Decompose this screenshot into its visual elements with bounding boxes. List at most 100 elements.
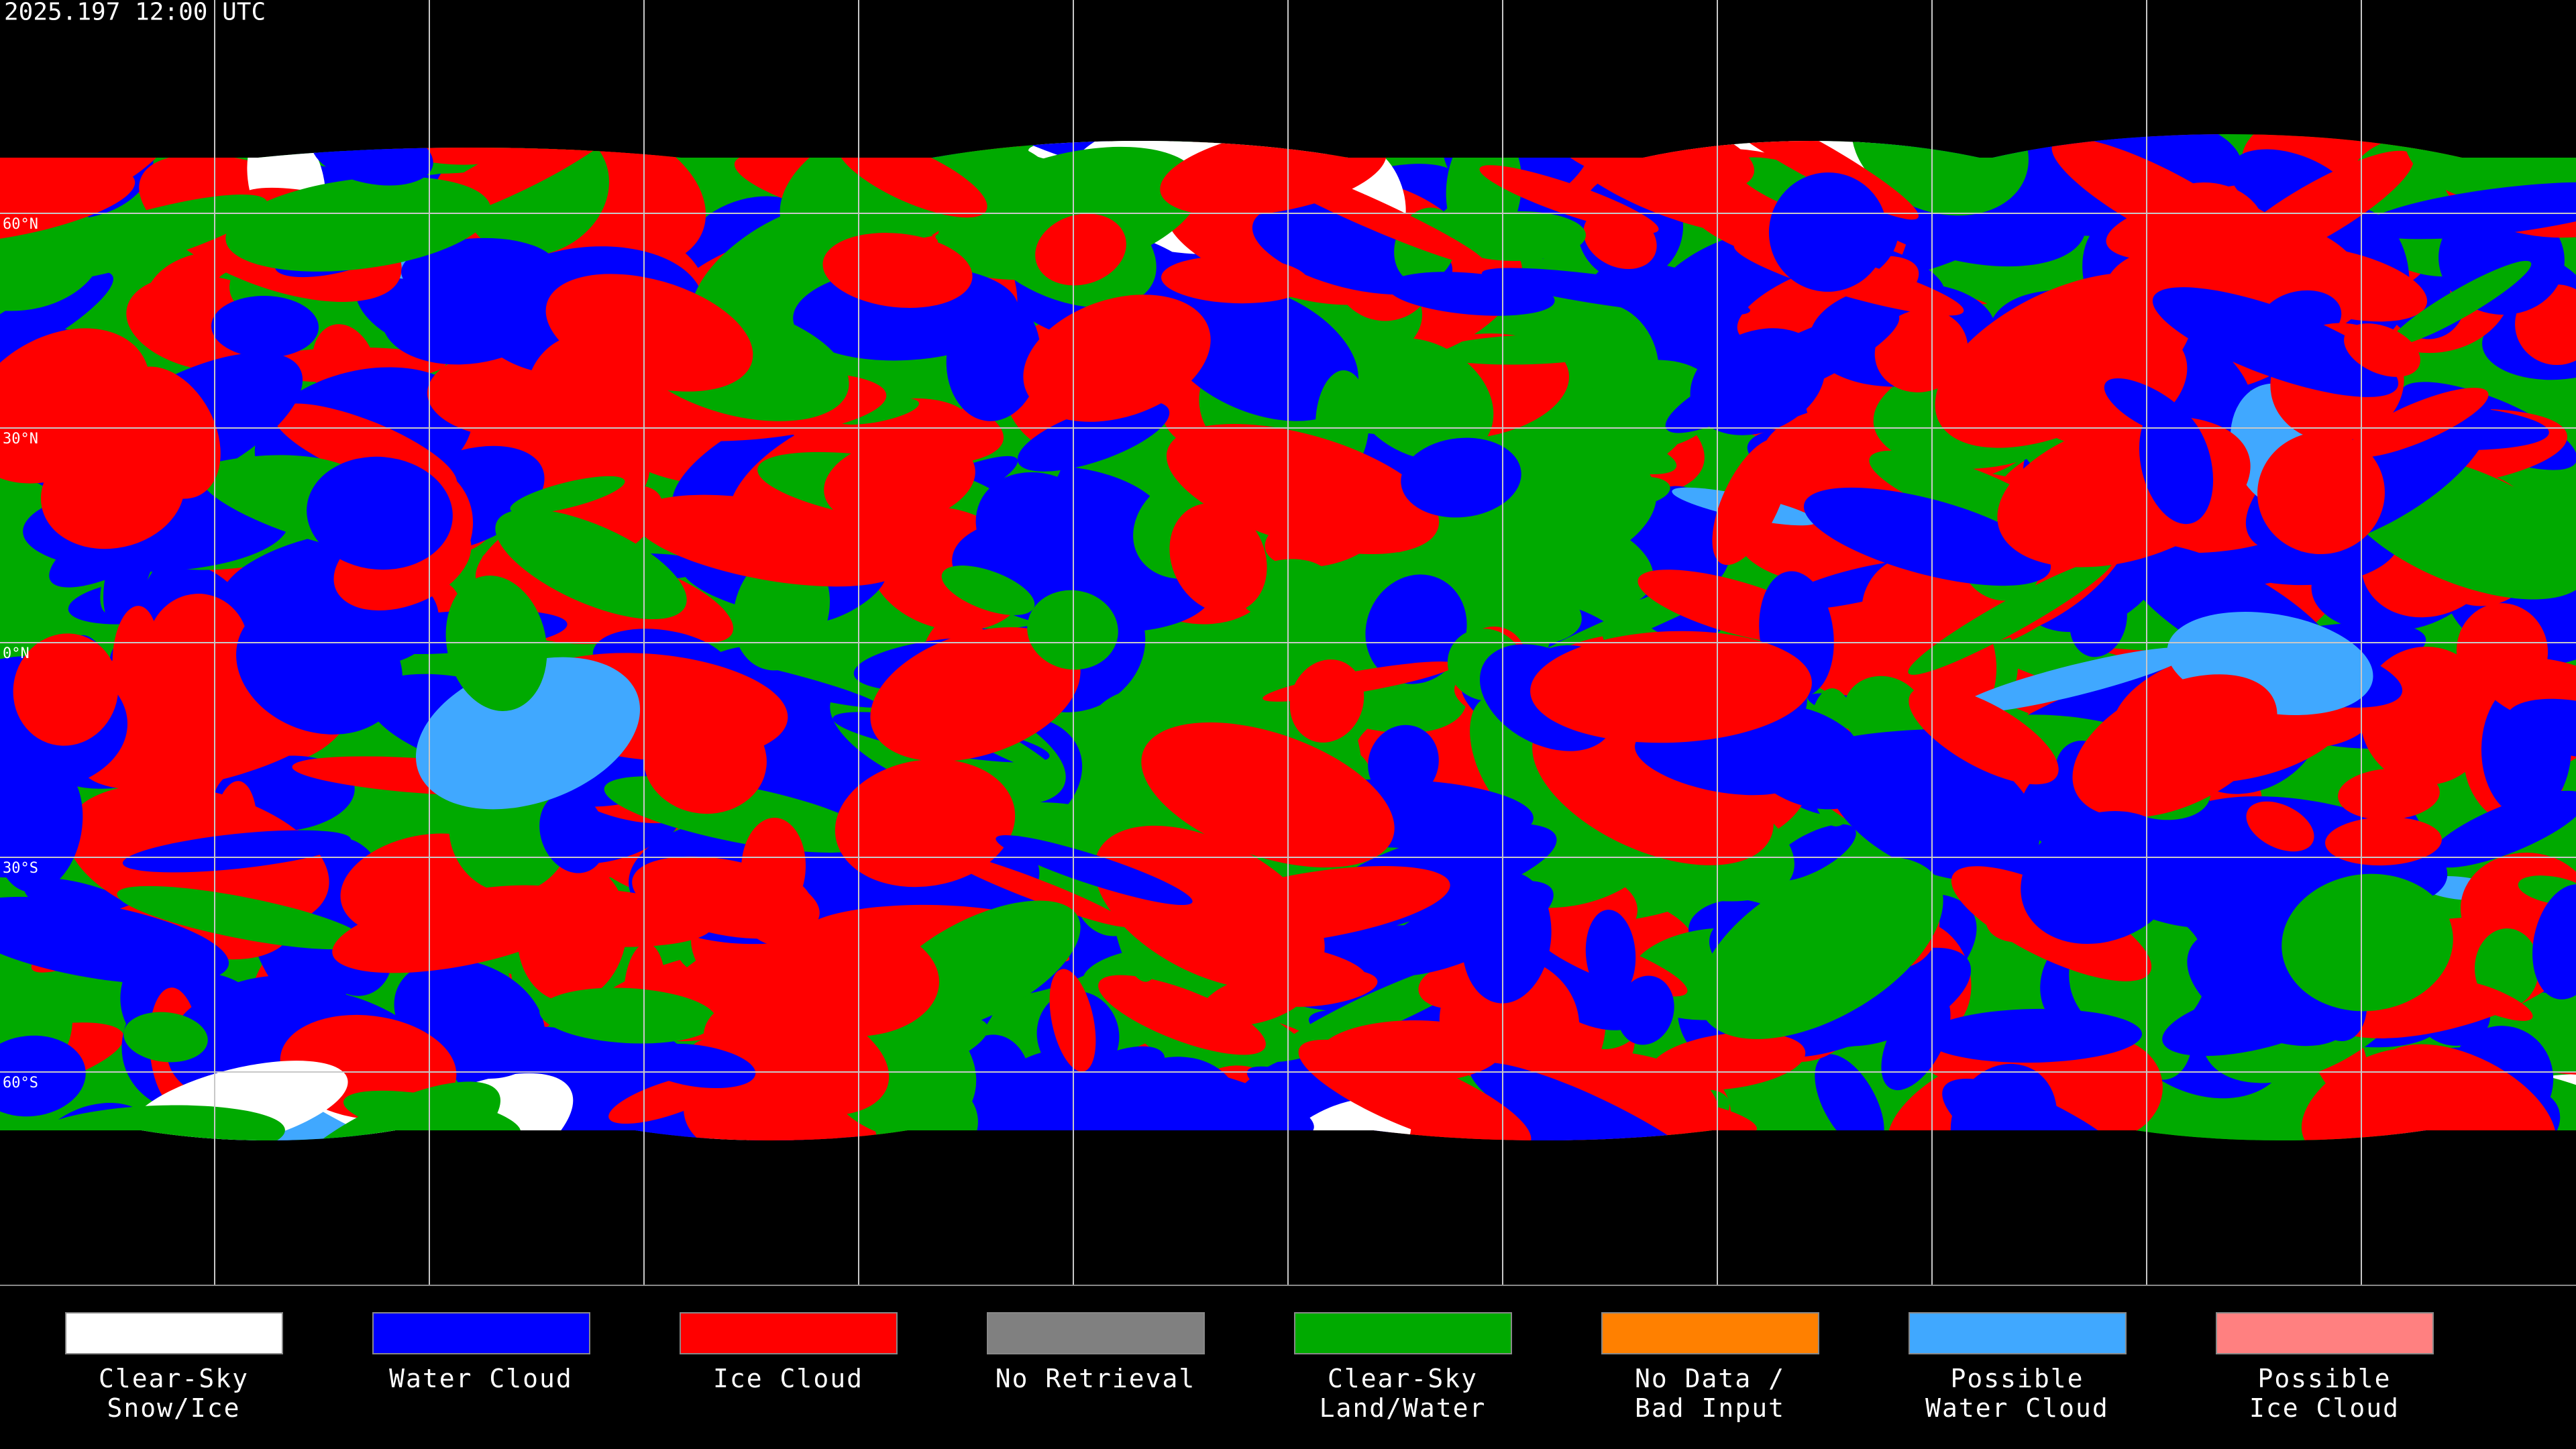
cloud-patch bbox=[2428, 790, 2576, 868]
cloud-patch bbox=[122, 830, 352, 873]
cloud-patch bbox=[1950, 1063, 2057, 1140]
legend-swatch bbox=[372, 1312, 590, 1354]
cloud-patch bbox=[1663, 1101, 1757, 1134]
cloud-patch bbox=[0, 896, 229, 985]
latitude-label: 0°N bbox=[3, 645, 30, 662]
cloud-patch bbox=[1098, 975, 1266, 1055]
cloud-patch bbox=[1023, 294, 1211, 422]
cloud-patch bbox=[1481, 268, 1751, 316]
legend-label: Snow/Ice bbox=[107, 1393, 240, 1423]
cloud-patch bbox=[1617, 975, 1674, 1045]
latitude-label: 60°S bbox=[3, 1075, 38, 1091]
latitude-label: 30°S bbox=[3, 860, 38, 877]
cloud-patch bbox=[2282, 873, 2453, 1012]
cloud-patch bbox=[1166, 423, 1440, 555]
legend-label: Clear-Sky bbox=[1328, 1364, 1478, 1393]
cloud-patch bbox=[2434, 523, 2493, 581]
cloud-patch bbox=[1000, 488, 1055, 559]
cloud-patch bbox=[667, 651, 879, 708]
cloud-patch bbox=[2047, 1037, 2163, 1140]
legend-label: Possible bbox=[2257, 1364, 2391, 1393]
cloud-patch bbox=[1289, 659, 1364, 743]
cloud-patch bbox=[147, 594, 249, 698]
cloud-patch bbox=[1141, 722, 1395, 868]
cloud-patch bbox=[1035, 213, 1126, 286]
legend-swatch bbox=[2216, 1312, 2434, 1354]
cloud-patch bbox=[2390, 260, 2532, 346]
cloud-patch bbox=[1957, 647, 2193, 714]
cloud-patch bbox=[2152, 287, 2399, 397]
cloud-patch bbox=[13, 633, 119, 746]
cloud-patch bbox=[329, 1073, 574, 1140]
legend-swatch bbox=[680, 1312, 898, 1354]
cloud-patch bbox=[824, 436, 975, 526]
latitude-label: 30°N bbox=[3, 431, 38, 447]
cloud-patch bbox=[117, 885, 366, 950]
cloud-patch bbox=[632, 856, 820, 939]
cloud-patch bbox=[1874, 309, 1968, 392]
cloud-patch bbox=[307, 456, 453, 570]
legend-label: Ice Cloud bbox=[713, 1364, 863, 1393]
cloud-patch bbox=[938, 851, 1130, 927]
legend-label: Possible bbox=[1950, 1364, 2084, 1393]
cloud-patch bbox=[0, 1035, 86, 1117]
cloud-patch bbox=[1470, 1062, 1722, 1140]
cloud-patch bbox=[2338, 768, 2440, 820]
cloud-patch bbox=[2362, 182, 2576, 239]
cloud-patch bbox=[1750, 466, 1825, 503]
cloud-patch bbox=[1201, 973, 1309, 1026]
cloud-patch bbox=[539, 792, 606, 873]
legend-swatch bbox=[987, 1312, 1205, 1354]
cloud-patch bbox=[2374, 1044, 2557, 1140]
cloud-patch bbox=[1298, 1039, 1532, 1140]
cloud-patch bbox=[638, 1043, 756, 1089]
cloud-patch bbox=[332, 885, 587, 973]
cloud-patch bbox=[112, 606, 159, 705]
cloud-patch bbox=[1585, 910, 1636, 998]
cloud-patch bbox=[401, 237, 557, 302]
cloud-patch bbox=[0, 164, 136, 244]
cloud-patch bbox=[1908, 558, 2113, 675]
cloud-patch bbox=[2344, 323, 2420, 377]
cloud-patch bbox=[2051, 138, 2277, 269]
cloud-patch bbox=[1177, 866, 1450, 945]
cloud-patch bbox=[822, 233, 973, 308]
graticule: 60°N 30°N 0°N 30°S 60°S bbox=[0, 0, 2576, 1286]
legend-label: Land/Water bbox=[1320, 1393, 1487, 1423]
cloud-patch bbox=[1161, 256, 1309, 304]
cloud-patch bbox=[343, 1090, 521, 1140]
cloud-patch bbox=[495, 508, 687, 620]
cloud-patch bbox=[539, 987, 716, 1044]
legend-label: No Retrieval bbox=[996, 1364, 1196, 1393]
cloud-patch bbox=[123, 1012, 208, 1063]
cloud-patch bbox=[1479, 165, 1659, 233]
cloud-patch bbox=[2532, 884, 2576, 1000]
cloud-patch bbox=[1803, 487, 2051, 586]
cloud-patch bbox=[2021, 810, 2182, 945]
cloud-patch bbox=[510, 476, 625, 515]
cloud-patch bbox=[2450, 981, 2533, 1021]
legend-label: Ice Cloud bbox=[2249, 1393, 2400, 1423]
cloud-patch bbox=[1768, 172, 1888, 292]
cloud-patch bbox=[870, 627, 1081, 761]
cloud-patch bbox=[1650, 1032, 1806, 1091]
cloud-patch bbox=[2506, 698, 2576, 759]
cloud-patch bbox=[2104, 378, 2192, 437]
cloud-patch bbox=[0, 760, 83, 893]
cloud-patch bbox=[2325, 816, 2442, 866]
cloud-patch bbox=[1698, 857, 1943, 1039]
cloud-patch bbox=[1017, 400, 1170, 472]
cloud-patch bbox=[1100, 1057, 1240, 1140]
cloud-patch bbox=[1401, 437, 1521, 518]
cloud-patch bbox=[1387, 272, 1555, 316]
cloud-patch bbox=[236, 598, 402, 735]
legend-swatch bbox=[1294, 1312, 1512, 1354]
cloud-patch bbox=[40, 435, 185, 549]
cloud-patch bbox=[835, 759, 1016, 888]
cloud-patch bbox=[633, 494, 908, 587]
legend-swatch bbox=[65, 1312, 283, 1354]
cloud-patch bbox=[765, 923, 939, 1037]
